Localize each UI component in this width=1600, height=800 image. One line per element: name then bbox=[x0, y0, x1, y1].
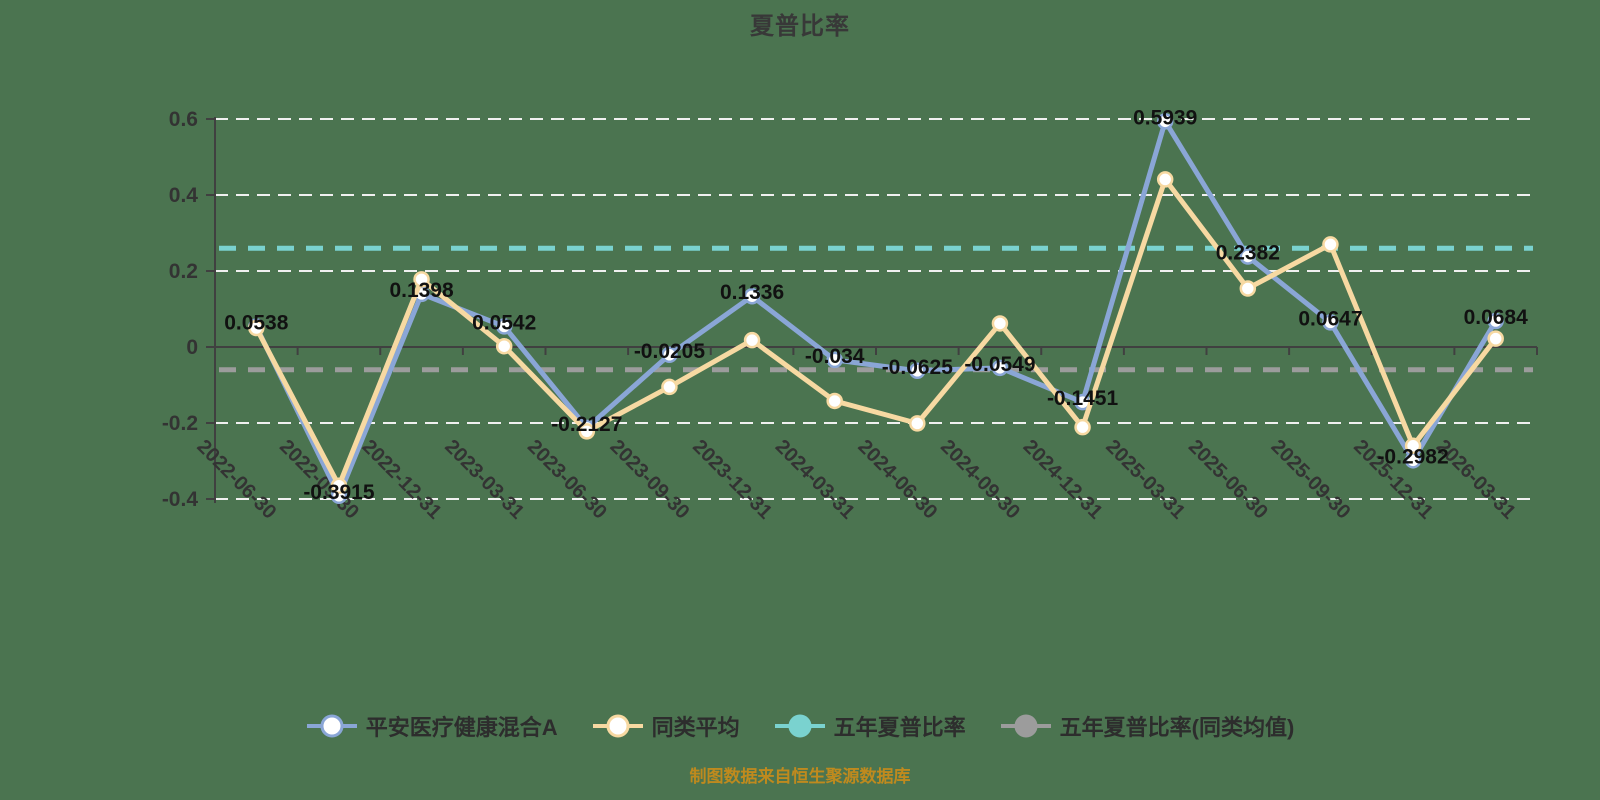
x-axis-label: 2023-06-30 bbox=[523, 436, 611, 524]
legend: 平安医疗健康混合A 同类平均 五年夏普比率 五年夏普比率(同类均值) bbox=[0, 710, 1600, 742]
peer-data-point[interactable] bbox=[1239, 280, 1257, 297]
data-label: 0.1398 bbox=[389, 279, 454, 302]
peer-data-point[interactable] bbox=[1487, 330, 1504, 347]
peer-data-point[interactable] bbox=[1322, 236, 1339, 253]
line-hollow-marker-icon bbox=[306, 714, 357, 738]
peer-data-point[interactable] bbox=[909, 415, 926, 432]
y-axis-label: 0.4 bbox=[169, 184, 199, 207]
y-axis-label: 0 bbox=[186, 336, 198, 359]
peer-data-point[interactable] bbox=[991, 315, 1009, 332]
peer-data-point[interactable] bbox=[413, 271, 430, 288]
fund-data-point[interactable] bbox=[1239, 248, 1257, 265]
data-label: 0.0647 bbox=[1298, 307, 1362, 330]
data-label: -0.2127 bbox=[551, 413, 622, 436]
legend-item-1[interactable]: 同类平均 bbox=[592, 710, 740, 742]
peer-data-point[interactable] bbox=[1404, 437, 1422, 455]
legend-label: 五年夏普比率(同类均值) bbox=[1059, 715, 1295, 740]
line-hollow-marker-icon bbox=[592, 714, 643, 738]
fund-data-point[interactable] bbox=[1156, 113, 1174, 130]
y-axis-label: -0.4 bbox=[162, 488, 199, 511]
legend-item-3[interactable]: 五年夏普比率(同类均值) bbox=[1000, 710, 1295, 742]
peer-data-point[interactable] bbox=[495, 337, 513, 355]
x-axis-label: 2025-09-30 bbox=[1267, 436, 1355, 524]
data-label: -0.3915 bbox=[303, 481, 375, 504]
x-axis-label: 2023-09-30 bbox=[606, 436, 694, 524]
data-label: -0.0205 bbox=[634, 340, 706, 363]
peer-data-point[interactable] bbox=[1156, 171, 1174, 188]
legend-item-2[interactable]: 五年夏普比率 bbox=[774, 710, 966, 742]
fund-data-point[interactable] bbox=[661, 346, 678, 364]
data-label: -0.2982 bbox=[1377, 445, 1448, 468]
data-label: 0.5939 bbox=[1133, 106, 1197, 129]
line-solid-marker-icon bbox=[774, 714, 825, 738]
data-source-note: 制图数据来自恒生聚源数据库 bbox=[689, 767, 911, 786]
peer-data-point[interactable] bbox=[578, 423, 596, 440]
fund-data-point[interactable] bbox=[991, 359, 1009, 377]
data-label: 0.0684 bbox=[1464, 306, 1529, 329]
x-axis-label: 2022-06-30 bbox=[192, 436, 280, 524]
data-label: 0.0542 bbox=[472, 311, 536, 334]
peer-data-point[interactable] bbox=[330, 477, 348, 494]
x-axis-label: 2024-09-30 bbox=[936, 436, 1024, 524]
data-label: -0.0549 bbox=[964, 353, 1035, 376]
x-axis-label: 2023-03-31 bbox=[440, 436, 528, 524]
legend-label: 同类平均 bbox=[651, 715, 740, 740]
data-label: -0.0625 bbox=[882, 356, 954, 379]
data-label: -0.034 bbox=[805, 345, 865, 368]
x-axis-label: 2023-12-31 bbox=[688, 436, 776, 524]
peer-data-point[interactable] bbox=[661, 378, 678, 396]
fund-data-point[interactable] bbox=[495, 318, 513, 335]
x-axis-label: 2024-06-30 bbox=[853, 436, 941, 524]
legend-label: 五年夏普比率 bbox=[833, 715, 966, 740]
x-axis-label: 2024-03-31 bbox=[771, 436, 859, 524]
peer-data-point[interactable] bbox=[1074, 418, 1091, 436]
fund-data-point[interactable] bbox=[1322, 314, 1339, 331]
peer-average-line bbox=[253, 176, 1499, 489]
peer-data-point[interactable] bbox=[743, 331, 761, 349]
peer-data-point[interactable] bbox=[248, 319, 265, 337]
legend-item-0[interactable]: 平安医疗健康混合A bbox=[306, 710, 558, 742]
legend-label: 平安医疗健康混合A bbox=[365, 715, 558, 740]
line-solid-marker-icon bbox=[1000, 714, 1051, 738]
fund-data-point[interactable] bbox=[1487, 312, 1504, 330]
x-axis-label: 2024-12-31 bbox=[1019, 436, 1107, 524]
peer-data-point[interactable] bbox=[826, 392, 843, 410]
fund-data-point[interactable] bbox=[826, 351, 843, 369]
x-axis-label: 2025-06-30 bbox=[1184, 436, 1272, 524]
x-axis-label: 2025-03-31 bbox=[1101, 436, 1189, 524]
data-label: 0.2382 bbox=[1216, 241, 1280, 264]
fund-data-point[interactable] bbox=[743, 287, 761, 305]
data-label: -0.1451 bbox=[1047, 387, 1119, 410]
x-axis-label: 2022-12-31 bbox=[358, 436, 446, 524]
y-axis-label: -0.2 bbox=[162, 412, 198, 435]
data-label: 0.1336 bbox=[720, 281, 784, 304]
y-axis-label: 0.6 bbox=[169, 108, 198, 131]
data-label: 0.0538 bbox=[224, 312, 289, 335]
fund-data-point[interactable] bbox=[909, 362, 926, 379]
chart-title: 夏普比率 bbox=[750, 13, 850, 40]
y-axis-label: 0.2 bbox=[169, 260, 198, 283]
